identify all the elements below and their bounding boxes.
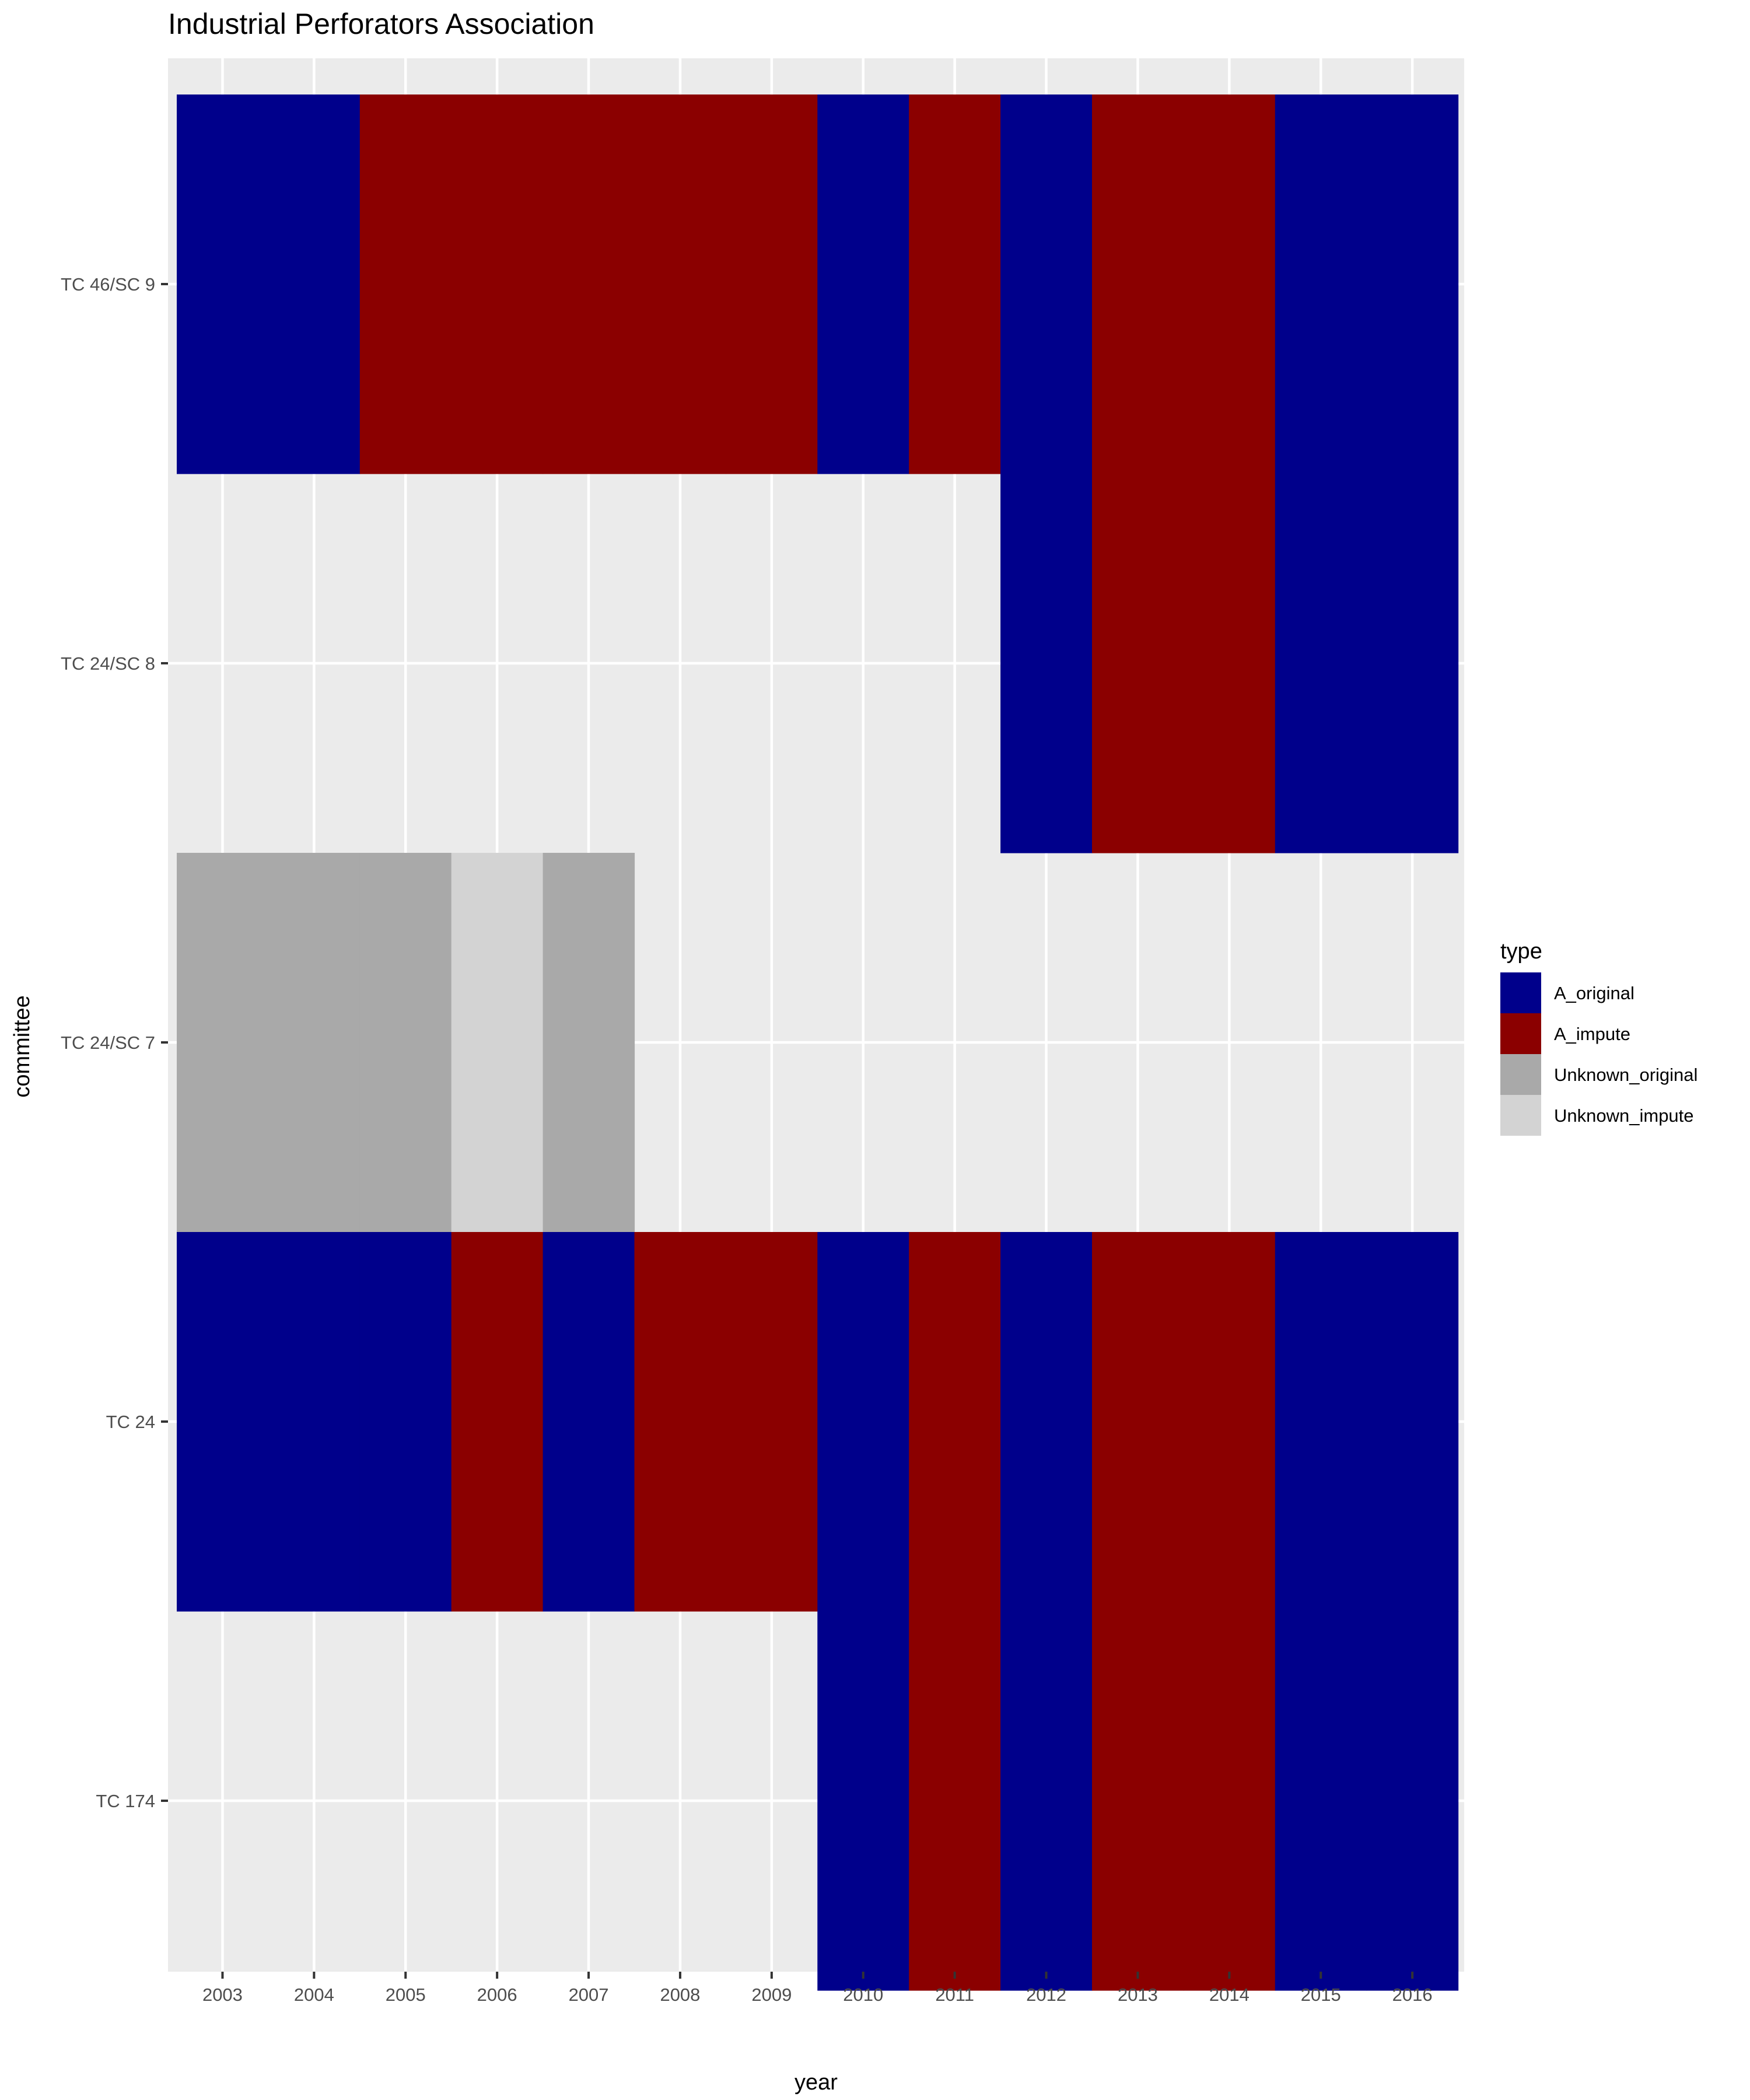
- legend: type A_original A_impute Unknown_original U…: [1500, 939, 1698, 1136]
- y-tick-label: TC 24: [106, 1412, 155, 1432]
- heatmap-cell: [1000, 94, 1093, 474]
- x-tick-label: 2013: [1118, 1985, 1158, 2005]
- y-tick-label: TC 174: [96, 1791, 155, 1811]
- heatmap-cell: [726, 94, 818, 474]
- legend-label: A_impute: [1554, 1024, 1630, 1044]
- legend-label: Unknown_original: [1554, 1065, 1698, 1085]
- heatmap-cell: [909, 1232, 1001, 1612]
- heatmap-cell: [268, 853, 360, 1233]
- heatmap-cell: [1000, 1611, 1093, 1991]
- y-axis: TC 46/SC 9 TC 24/SC 8 TC 24/SC 7 TC 24 TC 17…: [61, 274, 168, 1811]
- y-tick-label: TC 24/SC 7: [61, 1032, 155, 1053]
- heatmap-cell: [542, 853, 635, 1233]
- heatmap-cell: [177, 853, 269, 1233]
- heatmap-cell: [268, 1232, 360, 1612]
- legend-key-unknown-original: [1500, 1054, 1541, 1095]
- legend-key-a-impute: [1500, 1013, 1541, 1054]
- heatmap-cell: [359, 853, 452, 1233]
- legend-label: Unknown_impute: [1554, 1105, 1694, 1126]
- heatmap-cell: [1275, 94, 1367, 474]
- x-tick-label: 2015: [1301, 1985, 1341, 2005]
- heatmap-cell: [909, 1611, 1001, 1991]
- heatmap-cell: [1000, 1232, 1093, 1612]
- heatmap-cell: [1275, 474, 1367, 853]
- legend-label: A_original: [1554, 983, 1634, 1003]
- heatmap-cell: [1092, 1611, 1184, 1991]
- heatmap-cell: [726, 1232, 818, 1612]
- x-tick-label: 2005: [386, 1985, 426, 2005]
- heatmap-cell: [634, 94, 726, 474]
- x-tick-label: 2011: [935, 1985, 974, 2005]
- x-tick-label: 2003: [202, 1985, 243, 2005]
- legend-key-unknown-impute: [1500, 1095, 1541, 1136]
- heatmap-cell: [817, 1611, 909, 1991]
- x-tick-label: 2006: [477, 1985, 517, 2005]
- heatmap-cell: [268, 94, 360, 474]
- x-axis-title: year: [794, 2070, 838, 2095]
- legend-key-a-original: [1500, 972, 1541, 1013]
- legend-title: type: [1500, 939, 1542, 964]
- heatmap-cell: [634, 1232, 726, 1612]
- heatmap-cell: [1366, 1611, 1459, 1991]
- x-tick-label: 2008: [660, 1985, 700, 2005]
- x-axis: 2003 2004 2005 2006 2007 2008 2009 2010 2011 2012…: [202, 1972, 1433, 2005]
- heatmap-cell: [1092, 94, 1184, 474]
- heatmap-cell: [1000, 474, 1093, 853]
- x-tick-label: 2012: [1026, 1985, 1066, 2005]
- heatmap-cell: [1092, 474, 1184, 853]
- x-tick-label: 2007: [569, 1985, 609, 2005]
- heatmap-cell: [177, 94, 269, 474]
- x-tick-label: 2004: [294, 1985, 334, 2005]
- heatmap-cell: [817, 1232, 909, 1612]
- heatmap-cell: [1275, 1611, 1367, 1991]
- heatmap-cell: [1366, 1232, 1459, 1612]
- heatmap-cell: [1183, 94, 1276, 474]
- chart-title: Industrial Perforators Association: [168, 8, 594, 40]
- x-tick-label: 2016: [1392, 1985, 1433, 2005]
- x-tick-label: 2014: [1209, 1985, 1250, 2005]
- heatmap-cell: [451, 94, 544, 474]
- heatmap-cell: [1366, 94, 1459, 474]
- heatmap-cell: [359, 1232, 452, 1612]
- heatmap-cell: [1183, 474, 1276, 853]
- heatmap-cell: [542, 1232, 635, 1612]
- heatmap-cell: [1183, 1611, 1276, 1991]
- heatmap-cell: [451, 1232, 544, 1612]
- heatmap-cell: [177, 1232, 269, 1612]
- x-tick-label: 2009: [751, 1985, 792, 2005]
- heatmap-cell: [451, 853, 544, 1233]
- heatmap-cell: [1366, 474, 1459, 853]
- heatmap-cell: [817, 94, 909, 474]
- heatmap-cell: [1275, 1232, 1367, 1612]
- y-tick-label: TC 24/SC 8: [61, 653, 155, 674]
- heatmap-cell: [1092, 1232, 1184, 1612]
- y-tick-label: TC 46/SC 9: [61, 274, 155, 295]
- heatmap-cell: [1183, 1232, 1276, 1612]
- x-tick-label: 2010: [843, 1985, 883, 2005]
- heatmap-cells: [177, 94, 1459, 1991]
- y-axis-title: committee: [10, 995, 34, 1097]
- heatmap-cell: [909, 94, 1001, 474]
- heatmap-cell: [359, 94, 452, 474]
- heatmap-cell: [542, 94, 635, 474]
